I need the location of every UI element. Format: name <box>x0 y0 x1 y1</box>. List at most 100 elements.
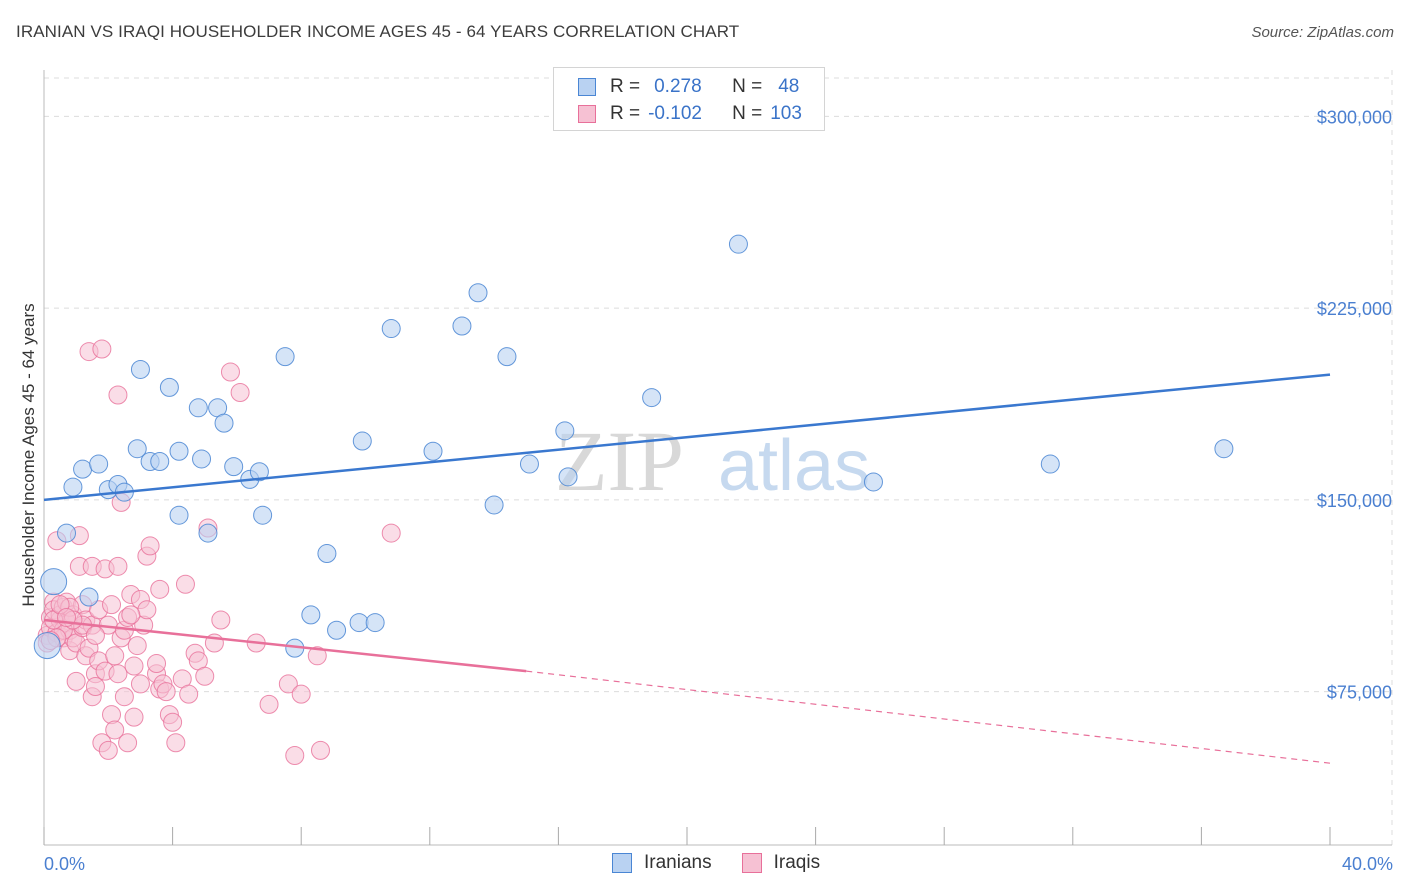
series-legend: Iranians Iraqis <box>612 852 850 874</box>
iraqis-point <box>98 740 118 760</box>
iranians-point <box>33 632 61 660</box>
watermark-atlas: atlas <box>718 426 870 506</box>
iraqis-point <box>85 625 105 645</box>
iraqis-point <box>147 653 167 673</box>
iraqis-point <box>156 682 176 702</box>
iranians-point <box>63 477 83 497</box>
y-tick-label: $300,000 <box>1317 107 1392 127</box>
axis-labels: $75,000 $150,000 $225,000 $300,000 0.0% 40.0%… <box>19 107 1393 874</box>
iraqis-point <box>175 574 195 594</box>
iraqis-point <box>211 610 231 630</box>
iranians-point <box>224 457 244 477</box>
x-tick-label-min: 0.0% <box>44 854 85 874</box>
iraqis-point <box>230 382 250 402</box>
iraqis-trend-line <box>43 618 527 673</box>
axes <box>43 70 1392 846</box>
iranians-point <box>198 523 218 543</box>
iranians-point <box>555 421 575 441</box>
iraqis-point <box>259 694 279 714</box>
legend-label-iranians: Iranians <box>644 852 712 873</box>
iranians-point <box>558 467 578 487</box>
iranians-point <box>468 283 488 303</box>
iraqis-point <box>179 684 199 704</box>
iranians-point <box>1214 439 1234 459</box>
x-tick-label-max: 40.0% <box>1342 854 1393 874</box>
iraqis-point <box>285 746 305 766</box>
iranians-point <box>352 431 372 451</box>
iranians-point <box>423 441 443 461</box>
iraqis-point <box>85 676 105 696</box>
iranians-point <box>79 587 99 607</box>
iranians-point <box>214 413 234 433</box>
iranians-point <box>159 377 179 397</box>
iraqis-point <box>220 362 240 382</box>
legend-swatch-iraqis <box>578 105 596 123</box>
iranians-point <box>484 495 504 515</box>
iranians-point <box>253 505 273 525</box>
iranians-point <box>40 568 68 596</box>
iranians-point <box>642 388 662 408</box>
legend-n-value: 48 <box>778 76 800 97</box>
iranians-point <box>497 347 517 367</box>
iraqis-point <box>92 339 112 359</box>
iraqis-point <box>291 684 311 704</box>
iranians-point <box>381 319 401 339</box>
y-tick-label: $225,000 <box>1317 299 1392 319</box>
iraqis-point <box>124 656 144 676</box>
iranians-point <box>863 472 883 492</box>
legend-n-label: N = <box>732 103 763 124</box>
iranians-point <box>169 441 189 461</box>
legend-r-label: R = <box>610 76 641 97</box>
legend-swatch-iraqis <box>741 853 762 873</box>
y-tick-label: $75,000 <box>1327 683 1392 703</box>
iraqis-point <box>130 674 150 694</box>
iranians-point <box>150 452 170 471</box>
legend-swatch-iranians <box>578 78 596 96</box>
iranians-point <box>519 454 539 474</box>
legend-r-value: -0.102 <box>648 103 702 124</box>
iranians-point <box>169 505 189 525</box>
iranians-point <box>127 439 147 459</box>
iraqis-point <box>124 707 144 727</box>
iranians-trend-line <box>43 373 1331 502</box>
iraqis-point <box>140 536 160 556</box>
iranians-point <box>327 620 347 640</box>
iraqis-point <box>108 385 128 405</box>
legend-row-iraqis: R = -0.102 N = 103 <box>578 101 802 127</box>
iraqis-point <box>108 664 128 684</box>
iranians-point <box>192 449 212 469</box>
iraqis-point <box>163 712 183 732</box>
legend-n-label: N = <box>732 76 763 97</box>
stats-legend: R = 0.278 N = 48 R = -0.102 N = 103 <box>553 67 825 131</box>
iranians-point <box>365 613 385 633</box>
iraqis-point <box>121 605 141 625</box>
legend-swatch-iranians <box>612 853 632 873</box>
iraqis-point <box>307 646 327 666</box>
iranians-point <box>73 459 93 479</box>
chart-title: IRANIAN VS IRAQI HOUSEHOLDER INCOME AGES… <box>16 22 740 41</box>
iraqis-point <box>102 705 122 725</box>
iraqis-point <box>195 666 215 686</box>
iraqis-point <box>114 687 134 707</box>
iranians-point <box>452 316 472 336</box>
iraqis-point <box>66 671 86 691</box>
iranians-point <box>249 462 269 482</box>
iranians-point <box>1040 454 1060 474</box>
iranians-point <box>57 523 77 543</box>
iraqis-point <box>102 595 122 615</box>
iraqis-point <box>105 720 125 740</box>
legend-item-iranians[interactable]: Iranians <box>612 852 712 874</box>
iraqis-point <box>310 740 330 760</box>
legend-label-iraqis: Iraqis <box>773 852 821 873</box>
y-axis-label: Householder Income Ages 45 - 64 years <box>19 303 38 606</box>
iranians-point <box>89 454 109 474</box>
iraqis-point <box>127 636 147 656</box>
iranians-point <box>130 359 150 379</box>
iranians-point <box>349 613 369 633</box>
iraqis-point <box>381 523 401 543</box>
legend-r-value: 0.278 <box>654 76 702 97</box>
legend-item-iraqis[interactable]: Iraqis <box>741 852 821 874</box>
legend-row-iranians: R = 0.278 N = 48 <box>578 74 799 100</box>
iraqis-trend-line-extrapolated <box>526 670 1331 764</box>
